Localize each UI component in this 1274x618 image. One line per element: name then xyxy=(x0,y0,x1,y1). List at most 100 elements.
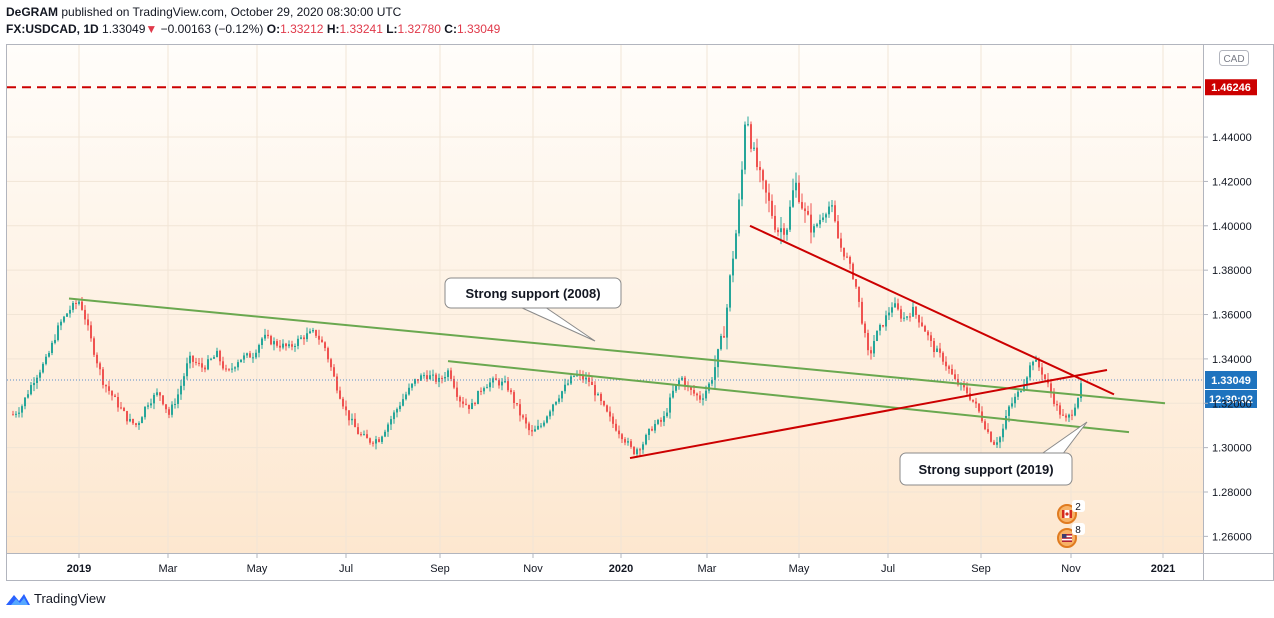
candle-body xyxy=(60,321,62,326)
candle-body xyxy=(162,395,164,405)
candle-body xyxy=(921,322,923,327)
candle-body xyxy=(495,378,497,381)
candle-body xyxy=(234,367,236,369)
event-badge-us[interactable]: 8 xyxy=(1057,523,1085,548)
candle-body xyxy=(474,402,476,405)
candle-body xyxy=(183,376,185,386)
candle-body xyxy=(138,423,140,425)
candle-body xyxy=(672,390,674,398)
candle-body xyxy=(498,380,500,386)
candle-body xyxy=(537,425,539,430)
publisher-name[interactable]: DeGRAM xyxy=(6,5,59,19)
candle-body xyxy=(489,382,491,388)
candle-body xyxy=(177,394,179,404)
candle-body xyxy=(27,394,29,398)
annotation-2019-text: Strong support (2019) xyxy=(918,462,1053,477)
candle-body xyxy=(873,340,875,354)
candle-body xyxy=(252,357,254,359)
candle-body xyxy=(618,430,620,435)
candle-body xyxy=(306,333,308,340)
candle-body xyxy=(144,406,146,418)
candle-body xyxy=(972,399,974,402)
candle-body xyxy=(702,398,704,400)
candle-body xyxy=(969,393,971,400)
candle-body xyxy=(651,428,653,431)
candle-body xyxy=(564,384,566,392)
candle-body xyxy=(585,377,587,380)
candle-body xyxy=(999,437,1001,443)
candle-body xyxy=(300,337,302,339)
candle-body xyxy=(1023,384,1025,392)
candle-body xyxy=(225,368,227,370)
low-label: L: xyxy=(386,22,398,36)
candle-body xyxy=(282,343,284,348)
candle-body xyxy=(435,374,437,382)
candle-body xyxy=(1062,414,1064,416)
candle-body xyxy=(18,412,20,414)
candle-body xyxy=(759,167,761,171)
x-tick-label: Sep xyxy=(971,563,991,575)
trendlines-layer xyxy=(68,224,1166,460)
candle-body xyxy=(249,353,251,358)
candle-body xyxy=(276,341,278,346)
publish-line: DeGRAM published on TradingView.com, Oct… xyxy=(6,5,401,19)
countdown-tag xyxy=(1205,389,1257,408)
symbol-name[interactable]: FX:USDCAD, 1D xyxy=(6,22,99,36)
candle-body xyxy=(1065,415,1067,418)
maple-leaf-icon xyxy=(1065,512,1069,516)
candle-body xyxy=(726,307,728,338)
footer-brand[interactable]: TradingView xyxy=(6,591,106,606)
candle-body xyxy=(483,388,485,392)
trendline-support-2008 xyxy=(68,297,1166,405)
last-price-label: 1.33049 xyxy=(1211,375,1251,387)
event-badge-ca[interactable]: 2 xyxy=(1057,500,1085,524)
candle-body xyxy=(159,392,161,396)
candle-body xyxy=(186,363,188,377)
currency-label: CAD xyxy=(1223,54,1244,65)
candle-body xyxy=(450,370,452,379)
candle-body xyxy=(678,379,680,385)
candle-body xyxy=(78,301,80,304)
candle-body xyxy=(561,391,563,399)
candle-body xyxy=(573,375,575,377)
x-tick-label: Mar xyxy=(159,563,178,575)
candle-body xyxy=(903,317,905,319)
candle-body xyxy=(714,367,716,381)
candle-body xyxy=(1008,406,1010,416)
candle-body xyxy=(996,442,998,445)
candle-body xyxy=(732,258,734,276)
time-axis[interactable]: 2019 Mar May Jul Sep Nov 2020 Mar May Jul Sep Nov 20… xyxy=(67,553,1175,575)
candle-body xyxy=(180,385,182,395)
candle-body xyxy=(837,221,839,239)
annotation-2008[interactable]: Strong support (2008) xyxy=(444,277,622,342)
candle-body xyxy=(933,340,935,352)
annotation-2019[interactable]: Strong support (2019) xyxy=(899,421,1088,486)
candle-body xyxy=(1002,428,1004,438)
candle-body xyxy=(558,398,560,402)
candle-body xyxy=(654,423,656,431)
candle-body xyxy=(630,441,632,447)
candle-body xyxy=(216,350,218,358)
x-tick-label: Jul xyxy=(881,563,895,575)
trendline-rising-red xyxy=(629,369,1108,460)
candle-body xyxy=(789,206,791,230)
candle-body xyxy=(378,439,380,442)
y-tick-label: 1.42000 xyxy=(1212,176,1252,188)
candle-body xyxy=(393,412,395,420)
candle-body xyxy=(54,339,56,343)
candle-body xyxy=(81,301,83,310)
candle-body xyxy=(705,390,707,399)
candle-body xyxy=(171,404,173,415)
candle-body xyxy=(852,263,854,280)
candle-body xyxy=(504,381,506,383)
candle-body xyxy=(411,383,413,388)
candle-body xyxy=(663,416,665,422)
y-tick-label: 1.28000 xyxy=(1212,487,1252,499)
candle-body xyxy=(954,374,956,379)
candle-body xyxy=(405,394,407,400)
candle-body xyxy=(114,395,116,398)
candle-body xyxy=(753,147,755,149)
candle-body xyxy=(846,256,848,258)
price-axis[interactable]: 1.26000 1.28000 1.30000 1.32000 1.34000 1.360… xyxy=(1203,132,1252,543)
